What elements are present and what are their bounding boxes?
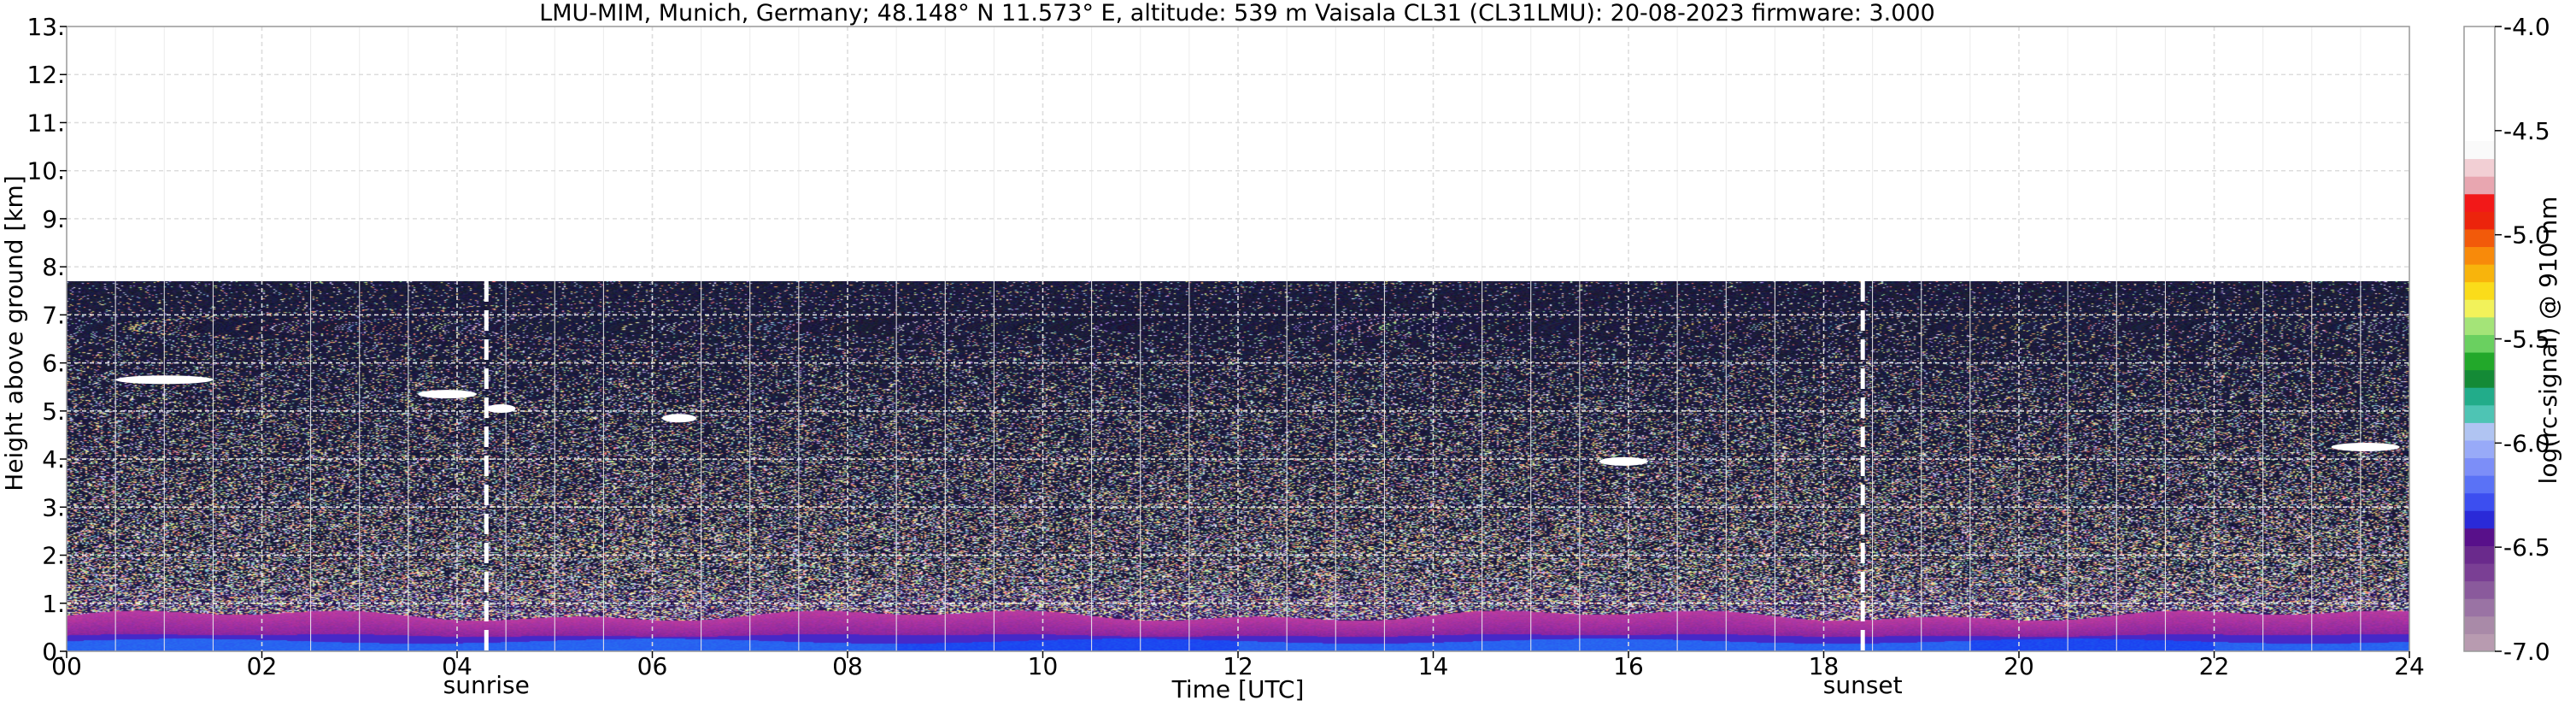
- y-tick-label: 10.: [26, 157, 65, 185]
- colorbar-segment: [2464, 26, 2495, 142]
- y-tick-label: 0.: [42, 638, 65, 666]
- x-tick-label: 08: [832, 652, 863, 680]
- colorbar-tick-label: -6.0: [2503, 429, 2550, 457]
- chart-title: LMU-MIM, Munich, Germany; 48.148° N 11.5…: [539, 0, 1935, 26]
- cloud-layer: [2331, 443, 2400, 452]
- colorbar-segment: [2464, 158, 2495, 177]
- colorbar-segment: [2464, 176, 2495, 195]
- y-tick-label: 2.: [42, 542, 65, 570]
- x-axis-label: Time [UTC]: [1171, 675, 1305, 703]
- plot-area: [66, 26, 2410, 652]
- sun-markers: [484, 281, 1865, 651]
- cloud-layer: [418, 390, 477, 399]
- colorbar-segment: [2464, 492, 2495, 511]
- y-tick-label: 7.: [42, 301, 65, 329]
- cloud-layers: [115, 375, 2400, 466]
- sunrise-label: sunrise: [443, 671, 530, 699]
- colorbar-segment: [2464, 545, 2495, 564]
- colorbar-segment: [2464, 527, 2495, 546]
- colorbar-segment: [2464, 211, 2495, 230]
- x-tick-label: 24: [2394, 652, 2425, 680]
- colorbar-segment: [2464, 193, 2495, 212]
- colorbar-tick-label: -7.0: [2503, 638, 2550, 666]
- colorbar-segment: [2464, 633, 2495, 652]
- colorbar-tick-label: -5.5: [2503, 326, 2550, 354]
- y-axis-label: Height above ground [km]: [0, 175, 28, 491]
- y-tick-label: 11.: [26, 109, 65, 137]
- y-tick-label: 4.: [42, 445, 65, 474]
- colorbar-segment: [2464, 246, 2495, 265]
- cloud-layer: [661, 414, 696, 423]
- cloud-layer: [115, 375, 214, 385]
- colorbar-tick-label: -6.5: [2503, 533, 2550, 562]
- x-tick-label: 18: [1809, 652, 1840, 680]
- x-tick-label: 20: [2004, 652, 2034, 680]
- x-tick-label: 06: [637, 652, 668, 680]
- y-tick-label: 1.: [42, 590, 65, 618]
- colorbar-segment: [2464, 228, 2495, 248]
- cloud-layer: [1599, 456, 1648, 466]
- colorbar-segment: [2464, 457, 2495, 476]
- colorbar-tick-label: -4.5: [2503, 117, 2550, 145]
- colorbar-segment: [2464, 598, 2495, 617]
- x-tick-label: 14: [1418, 652, 1449, 680]
- colorbar-segment: [2464, 615, 2495, 634]
- colorbar-segment: [2464, 316, 2495, 335]
- colorbar-segment: [2464, 563, 2495, 582]
- x-tick-label: 10: [1028, 652, 1059, 680]
- colorbar-segment: [2464, 439, 2495, 459]
- colorbar: -7.0 -6.5 -6.0 -5.5 -5.0 -4.5 -4.0 log(rc-sign…: [2463, 13, 2562, 666]
- colorbar-segment: [2464, 387, 2495, 406]
- y-tick-label: 6.: [42, 350, 65, 378]
- colorbar-segment: [2464, 475, 2495, 494]
- colorbar-segment: [2464, 264, 2495, 283]
- grid-lines: [67, 26, 2409, 651]
- colorbar-segment: [2464, 141, 2495, 160]
- colorbar-segment: [2464, 352, 2495, 371]
- x-tick-label: 22: [2199, 652, 2230, 680]
- y-tick-label: 3.: [42, 493, 65, 521]
- x-tick-label: 00: [51, 652, 82, 680]
- sunset-label: sunset: [1823, 671, 1903, 699]
- colorbar-label: log(rc-signal) @ 910 nm: [2534, 197, 2562, 485]
- colorbar-segment: [2464, 510, 2495, 529]
- x-tick-label: 02: [247, 652, 278, 680]
- y-axis-ticks: 0. 1. 2. 3. 4. 5. 6. 7. 8. 9. 10. 11. 12. 13.: [26, 13, 67, 666]
- colorbar-segment: [2464, 281, 2495, 300]
- y-tick-label: 8.: [42, 253, 65, 281]
- x-tick-label: 16: [1613, 652, 1644, 680]
- colorbar-tick-label: -5.0: [2503, 221, 2550, 250]
- colorbar-segment: [2464, 299, 2495, 318]
- colorbar-tick-label: -4.0: [2503, 13, 2550, 41]
- colorbar-segment: [2464, 334, 2495, 353]
- x-tick-label: 04: [442, 652, 472, 680]
- colorbar-segment: [2464, 580, 2495, 599]
- colorbar-segment: [2464, 422, 2495, 441]
- y-tick-label: 5.: [42, 397, 65, 426]
- x-axis-ticks: sunrise sunset 00 02 04 06 08 10 12 14 16 18 20 22 24: [51, 651, 2425, 699]
- x-tick-label: 12: [1223, 652, 1253, 680]
- colorbar-ticks: -7.0 -6.5 -6.0 -5.5 -5.0 -4.5 -4.0: [2495, 13, 2550, 666]
- y-tick-label: 12.: [26, 61, 65, 89]
- cloud-layer: [486, 404, 516, 414]
- y-tick-label: 9.: [42, 205, 65, 233]
- colorbar-segment: [2464, 369, 2495, 388]
- y-tick-label: 13.: [26, 13, 65, 41]
- colorbar-segment: [2464, 404, 2495, 423]
